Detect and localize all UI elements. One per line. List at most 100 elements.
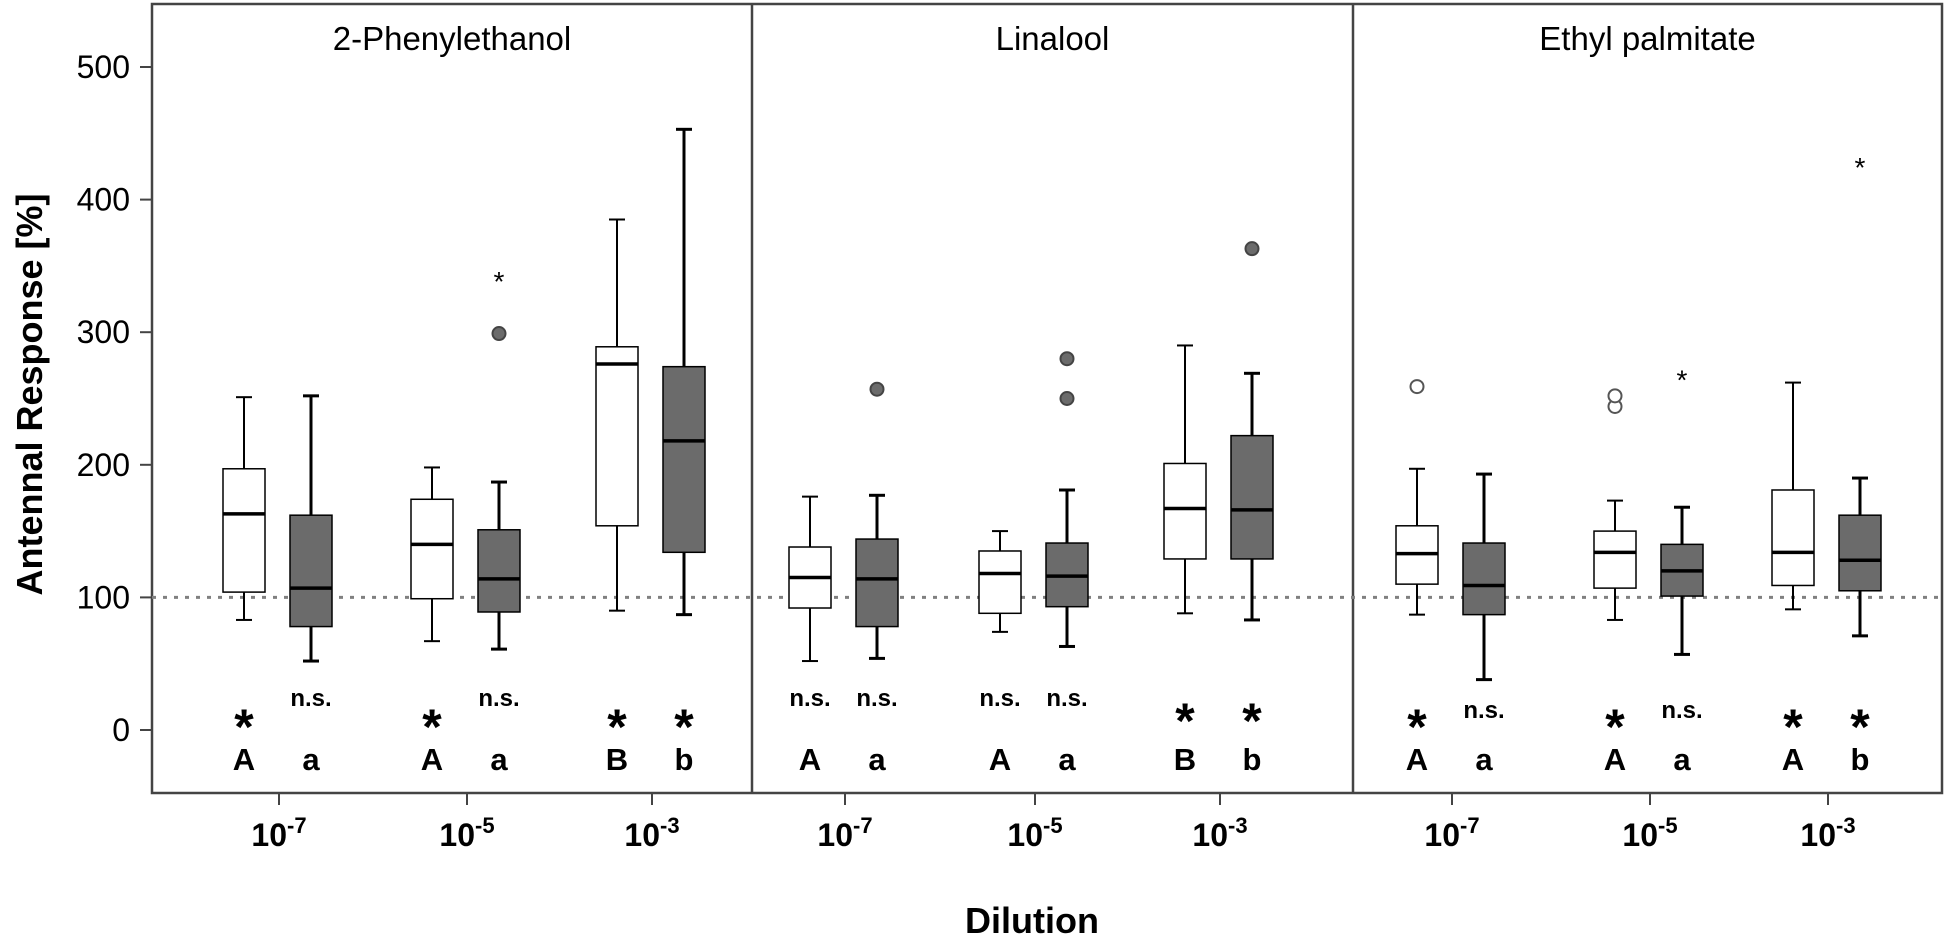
significance-star: * [1407, 699, 1427, 755]
treatment-box [1045, 351, 1089, 648]
significance-ns: n.s. [979, 685, 1020, 712]
box-iqr [662, 365, 706, 554]
significance-star: * [1242, 693, 1262, 749]
panel-title-2: Linalool [996, 20, 1110, 57]
treatment-box: * [1660, 364, 1704, 656]
labels: 0 100 200 300 400 500 Antennal Response [%] Dil… [9, 20, 1870, 941]
treatment-box [662, 127, 706, 617]
group-letter: b [675, 742, 694, 777]
box-iqr [978, 550, 1022, 615]
group-letter: B [606, 742, 628, 777]
y-tick-label-500: 500 [77, 49, 130, 85]
box-iqr [410, 498, 454, 600]
significance-star: * [607, 699, 627, 755]
treatment-box: * [1838, 152, 1882, 638]
treatment-box [289, 394, 333, 663]
significance-star: * [674, 699, 694, 755]
y-tick-label-400: 400 [77, 182, 130, 218]
extreme-point: * [494, 266, 505, 297]
significance-ns: n.s. [789, 685, 830, 712]
significance-star: * [234, 699, 254, 755]
control-box [788, 495, 832, 663]
box-iqr [222, 468, 266, 593]
group-letter: a [1475, 742, 1493, 777]
x-tick-label: 10-7 [1424, 813, 1479, 853]
group-letter: A [989, 742, 1011, 777]
box-iqr [1838, 514, 1882, 592]
x-tick-label: 10-7 [251, 813, 306, 853]
panel-title-1: 2-Phenylethanol [333, 20, 572, 57]
box-iqr [1462, 542, 1506, 616]
group-letter: a [302, 742, 320, 777]
y-tick-label-100: 100 [77, 579, 130, 615]
box-iqr [1771, 489, 1815, 587]
control-box [1771, 381, 1815, 611]
y-axis-label: Antennal Response [%] [9, 193, 50, 595]
x-tick-label: 10-3 [1800, 813, 1855, 853]
box-iqr [289, 514, 333, 628]
x-tick-label: 10-5 [1622, 813, 1677, 853]
group-letter: A [421, 742, 443, 777]
group-letter: b [1851, 742, 1870, 777]
extreme-point: * [1855, 152, 1866, 183]
control-box [1163, 344, 1207, 615]
outlier-point [1409, 379, 1425, 395]
group-letter: A [233, 742, 255, 777]
y-tick-label-0: 0 [112, 712, 130, 748]
group-letter: A [1782, 742, 1804, 777]
box-iqr [1593, 530, 1637, 589]
outlier-point [869, 381, 885, 397]
significance-ns: n.s. [856, 685, 897, 712]
control-box [1395, 379, 1439, 616]
control-box [410, 466, 454, 643]
box-iqr [855, 538, 899, 628]
x-tick-label: 10-5 [1007, 813, 1062, 853]
control-box [595, 218, 639, 612]
plot-border [150, 2, 1944, 795]
box-iqr [1163, 462, 1207, 560]
box-iqr [595, 346, 639, 527]
outlier-point [1607, 388, 1623, 404]
extreme-point: * [1677, 364, 1688, 395]
x-axis-label: Dilution [965, 900, 1099, 941]
x-tick-label: 10-7 [817, 813, 872, 853]
outlier-point [1059, 391, 1075, 406]
significance-star: * [1605, 699, 1625, 755]
group-letter: B [1174, 742, 1196, 777]
panel-title-3: Ethyl palmitate [1539, 20, 1755, 57]
group-letter: a [1058, 742, 1076, 777]
significance-ns: n.s. [1046, 685, 1087, 712]
box-iqr [477, 529, 521, 613]
plot-frame [140, 2, 1944, 805]
outlier-point [491, 326, 507, 342]
y-tick-label-200: 200 [77, 447, 130, 483]
box-iqr [1230, 434, 1274, 560]
x-tick-label: 10-3 [1192, 813, 1247, 853]
x-tick-label: 10-3 [624, 813, 679, 853]
y-tick-label-300: 300 [77, 314, 130, 350]
significance-ns: n.s. [1661, 697, 1702, 724]
outlier-point [1059, 351, 1075, 367]
control-box [1593, 388, 1637, 621]
group-letter: A [799, 742, 821, 777]
boxes: * * * [222, 127, 1882, 682]
significance-star: * [1175, 693, 1195, 749]
group-letter: a [1673, 742, 1691, 777]
x-tick-label: 10-5 [439, 813, 494, 853]
treatment-box [855, 381, 899, 660]
control-box [978, 530, 1022, 633]
significance-ns: n.s. [290, 685, 331, 712]
group-letter: A [1406, 742, 1428, 777]
group-letter: A [1604, 742, 1626, 777]
treatment-box [1462, 472, 1506, 682]
treatment-box: * [477, 266, 521, 651]
group-letter: b [1243, 742, 1262, 777]
significance-ns: n.s. [478, 685, 519, 712]
control-box [222, 396, 266, 621]
treatment-box [1230, 241, 1274, 622]
outlier-point [1244, 241, 1260, 257]
significance-star: * [422, 699, 442, 755]
significance-ns: n.s. [1463, 697, 1504, 724]
group-letter: a [868, 742, 886, 777]
